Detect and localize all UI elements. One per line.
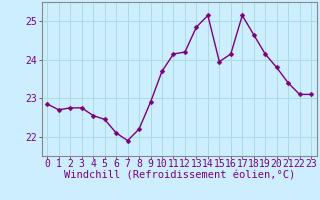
X-axis label: Windchill (Refroidissement éolien,°C): Windchill (Refroidissement éolien,°C)	[64, 171, 295, 181]
